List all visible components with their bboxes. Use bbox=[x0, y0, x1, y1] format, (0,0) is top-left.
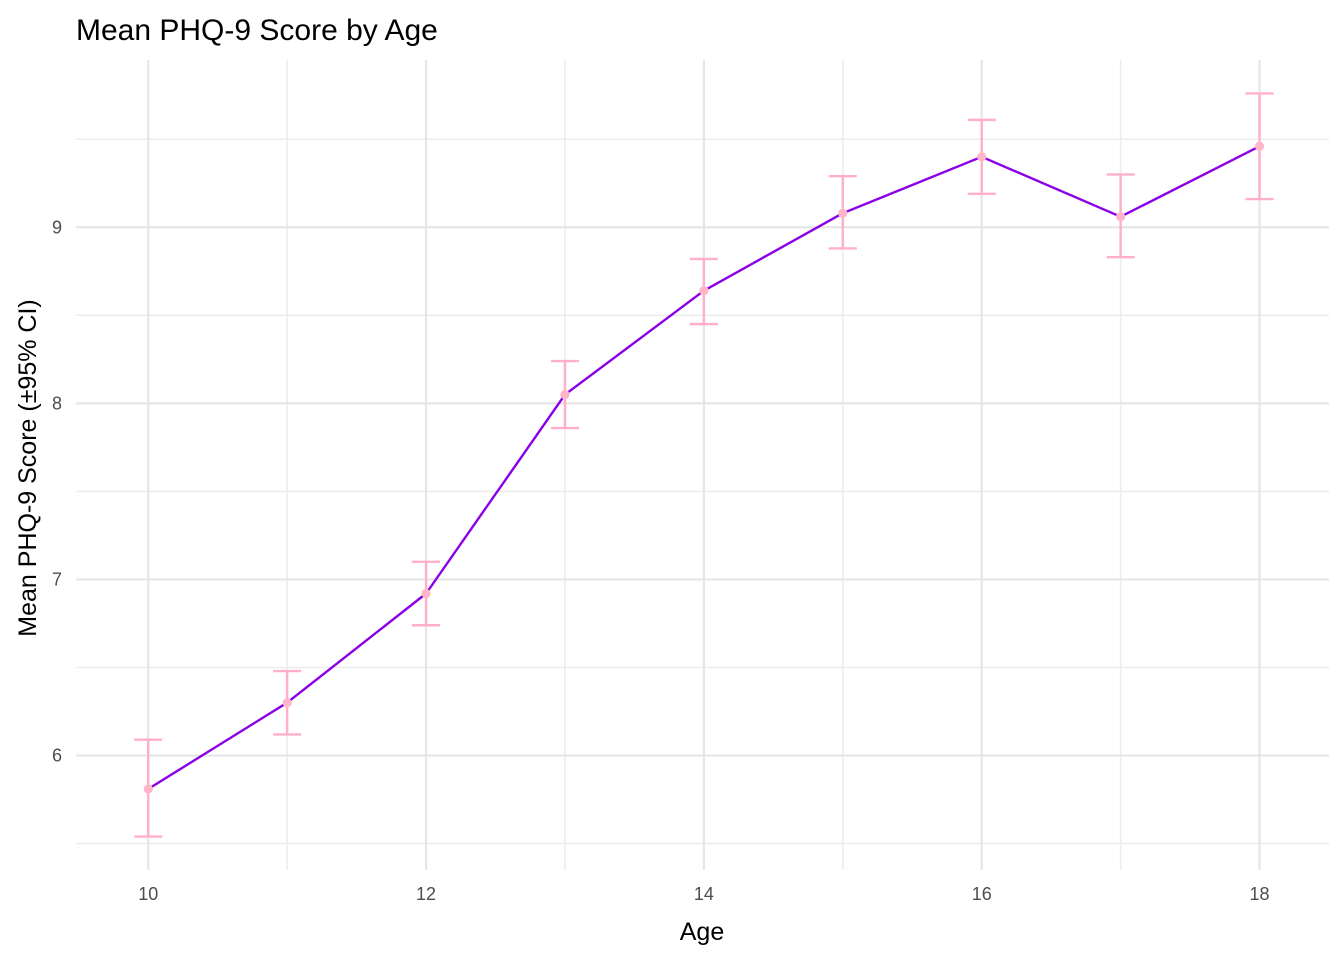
y-tick-label: 8 bbox=[52, 393, 62, 413]
chart-title: Mean PHQ-9 Score by Age bbox=[76, 14, 438, 47]
data-point bbox=[143, 784, 153, 794]
data-point bbox=[282, 698, 292, 708]
x-tick-label: 16 bbox=[972, 884, 992, 904]
x-tick-label: 12 bbox=[416, 884, 436, 904]
point-layer bbox=[143, 141, 1265, 794]
y-tick-label: 9 bbox=[52, 217, 62, 237]
tick-layer: 10 12 14 16 18 6 7 8 9 bbox=[52, 217, 1270, 904]
y-tick-label: 7 bbox=[52, 569, 62, 589]
x-tick-label: 10 bbox=[138, 884, 158, 904]
data-point bbox=[560, 389, 570, 400]
grid-layer bbox=[76, 60, 1329, 870]
data-point bbox=[977, 152, 987, 162]
x-axis-title: Age bbox=[680, 918, 724, 946]
data-point bbox=[838, 208, 848, 218]
x-tick-label: 14 bbox=[694, 884, 714, 904]
y-tick-label: 6 bbox=[52, 746, 62, 766]
data-point bbox=[421, 588, 431, 599]
y-axis-title: Mean PHQ-9 Score (±95% CI) bbox=[14, 299, 42, 636]
data-point bbox=[1254, 141, 1265, 151]
data-point bbox=[699, 286, 709, 296]
x-tick-label: 18 bbox=[1250, 884, 1270, 904]
data-point bbox=[1116, 212, 1126, 222]
